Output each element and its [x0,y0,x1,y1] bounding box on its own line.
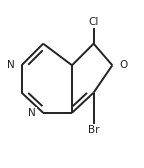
Text: O: O [120,60,128,70]
Text: Cl: Cl [88,17,99,27]
Text: N: N [28,108,36,118]
Text: Br: Br [88,125,99,135]
Text: N: N [7,60,14,70]
